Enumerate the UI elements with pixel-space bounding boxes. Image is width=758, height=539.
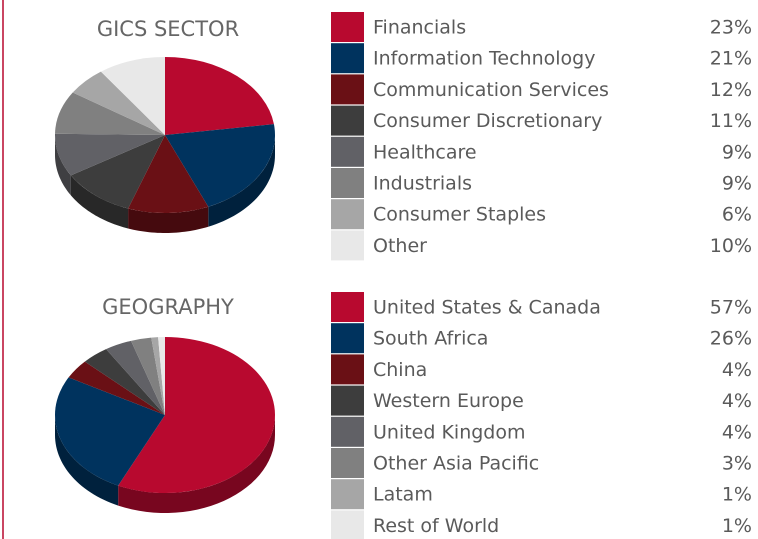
legend-swatch: [331, 168, 364, 198]
legend-label: Information Technology: [373, 48, 595, 70]
value-label: 11%: [710, 110, 752, 132]
legend-label: China: [373, 359, 427, 381]
legend-label: United States & Canada: [373, 297, 601, 319]
value-label: 4%: [722, 359, 752, 381]
legend-label: United Kingdom: [373, 421, 526, 443]
value-label: 57%: [710, 297, 752, 319]
pie-slice: [55, 92, 165, 135]
chart-title: GEOGRAPHY: [102, 295, 234, 319]
value-label: 10%: [710, 235, 752, 257]
legend-label: Latam: [373, 484, 433, 506]
value-label: 3%: [722, 453, 752, 475]
pie-slice: [55, 133, 165, 176]
legend-swatch: [331, 74, 364, 105]
legend-label: Rest of World: [373, 515, 499, 537]
value-label: 1%: [722, 515, 752, 537]
legend-swatch: [331, 136, 364, 167]
pie-side: [55, 135, 71, 196]
chart-title: GICS SECTOR: [97, 17, 239, 41]
legend-swatch: [331, 510, 364, 539]
legend-label: Other Asia Pacific: [373, 453, 539, 475]
pie-slice: [158, 337, 165, 415]
legend-label: Industrials: [373, 173, 472, 195]
value-label: 1%: [722, 484, 752, 506]
pie-side: [55, 415, 119, 506]
legend-label: Healthcare: [373, 141, 477, 163]
value-label: 6%: [722, 204, 752, 226]
legend-swatch: [331, 43, 364, 74]
legend-swatch: [331, 323, 364, 354]
pie-slice: [54, 377, 165, 486]
legend-swatch: [331, 292, 364, 322]
pie-slice: [118, 337, 275, 493]
legend-swatch: [331, 448, 364, 478]
pie-slice: [100, 57, 165, 135]
pie-slice: [131, 337, 165, 415]
legend-swatch: [331, 12, 364, 42]
legend-label: Communication Services: [373, 79, 609, 101]
pie-side: [128, 206, 209, 233]
pie-slice: [72, 71, 165, 135]
pie-slice: [151, 337, 165, 415]
legend-swatch: [331, 479, 364, 510]
legend-swatch: [331, 416, 364, 447]
pie-slice: [165, 57, 274, 135]
legend-swatch: [331, 105, 364, 136]
legend-swatch: [331, 354, 364, 385]
legend-label: South Africa: [373, 328, 488, 350]
pie-side: [208, 135, 275, 227]
legend-swatch: [331, 385, 364, 416]
value-label: 21%: [710, 48, 752, 70]
value-label: 12%: [710, 79, 752, 101]
value-label: 4%: [722, 390, 752, 412]
pie-slice: [165, 124, 275, 207]
pie-side: [70, 175, 129, 229]
legend-label: Financials: [373, 17, 466, 39]
pie-slice: [68, 361, 165, 415]
pie-slice: [70, 135, 165, 209]
value-label: 9%: [722, 141, 752, 163]
value-label: 4%: [722, 421, 752, 443]
value-label: 9%: [722, 173, 752, 195]
legend-label: Other: [373, 235, 427, 257]
legend-label: Consumer Discretionary: [373, 110, 602, 132]
legend-label: Consumer Staples: [373, 204, 546, 226]
legend-swatch: [331, 199, 364, 230]
pie-slice: [84, 349, 165, 415]
value-label: 23%: [710, 17, 752, 39]
legend-label: Western Europe: [373, 390, 524, 412]
legend-swatch: [331, 230, 364, 261]
pie-side: [118, 415, 275, 513]
value-label: 26%: [710, 328, 752, 350]
pie-slice: [106, 340, 165, 415]
pie-slice: [128, 135, 209, 213]
